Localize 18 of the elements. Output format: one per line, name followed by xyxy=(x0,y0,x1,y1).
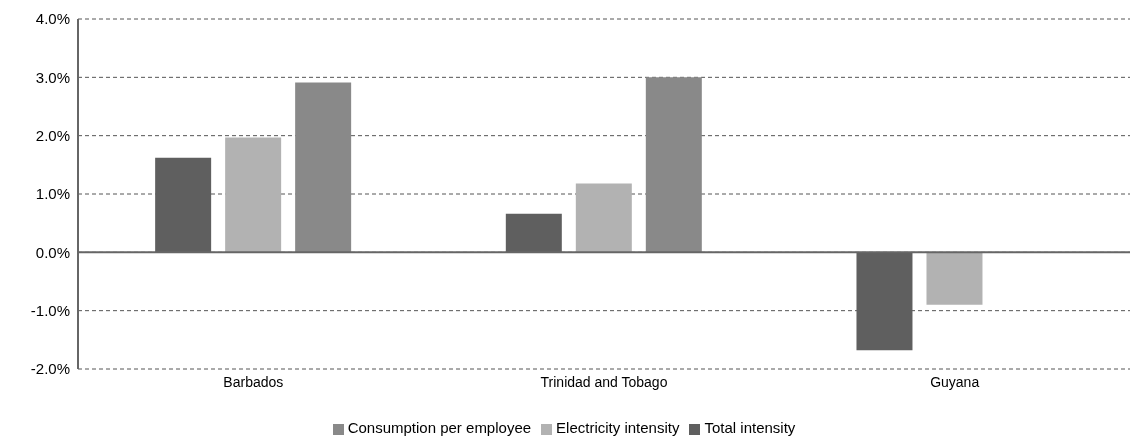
x-tick-label: Guyana xyxy=(930,373,980,390)
y-tick-label: 2.0% xyxy=(35,126,70,144)
bar xyxy=(295,82,352,253)
x-tick-label: Barbados xyxy=(223,373,284,390)
legend-label: Consumption per employee xyxy=(347,419,532,436)
x-tick-label: Trinidad and Tobago xyxy=(540,373,668,390)
bar xyxy=(926,252,983,305)
bar xyxy=(575,183,632,253)
y-tick-label: 1.0% xyxy=(35,185,70,203)
y-tick-label: 3.0% xyxy=(35,68,70,86)
y-tick-label: -1.0% xyxy=(30,301,70,319)
legend-label: Electricity intensity xyxy=(556,419,680,436)
y-tick-label: -2.0% xyxy=(30,360,70,378)
bar xyxy=(225,137,282,253)
bar xyxy=(645,77,702,253)
y-tick-label: 4.0% xyxy=(35,10,70,28)
y-tick-label: 0.0% xyxy=(35,243,70,261)
legend-label: Total intensity xyxy=(704,419,796,436)
